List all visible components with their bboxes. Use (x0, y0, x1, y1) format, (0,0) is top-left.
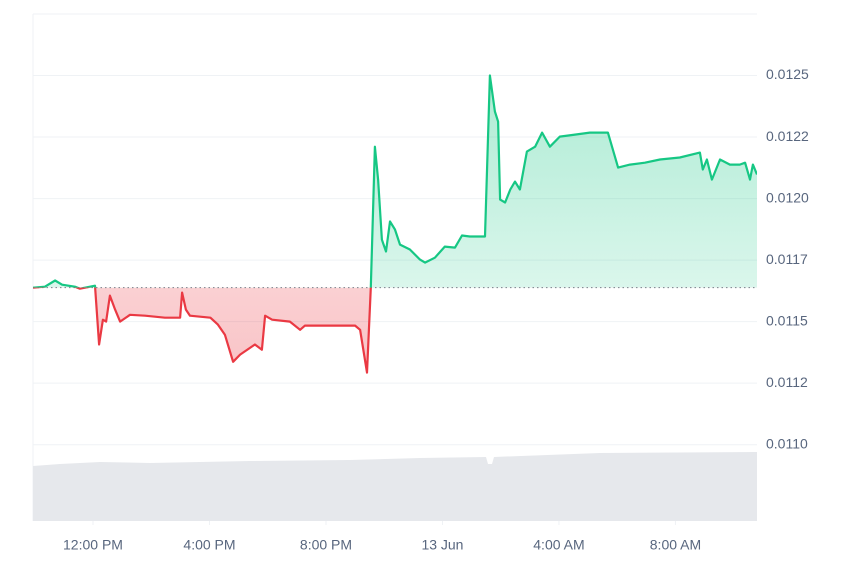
area-down (33, 287, 757, 373)
x-tick-label: 8:00 AM (650, 537, 701, 553)
y-tick-label: 0.0122 (766, 128, 809, 144)
y-tick-label: 0.0115 (766, 312, 808, 328)
price-line-down (33, 287, 372, 374)
x-tick-label: 8:00 PM (300, 537, 352, 553)
x-tick-label: 4:00 PM (183, 537, 235, 553)
y-tick-label: 0.0117 (766, 251, 808, 267)
volume-area (33, 452, 757, 521)
price-line-up (33, 74, 757, 288)
y-tick-label: 0.0125 (766, 66, 809, 82)
area-up (33, 75, 757, 288)
x-tick-label: 12:00 PM (63, 537, 123, 553)
y-tick-label: 0.0110 (766, 435, 808, 451)
y-tick-label: 0.0120 (766, 189, 809, 205)
y-tick-label: 0.0112 (766, 374, 808, 390)
x-tick-label: 13 Jun (421, 537, 463, 553)
x-tick-label: 4:00 AM (533, 537, 584, 553)
